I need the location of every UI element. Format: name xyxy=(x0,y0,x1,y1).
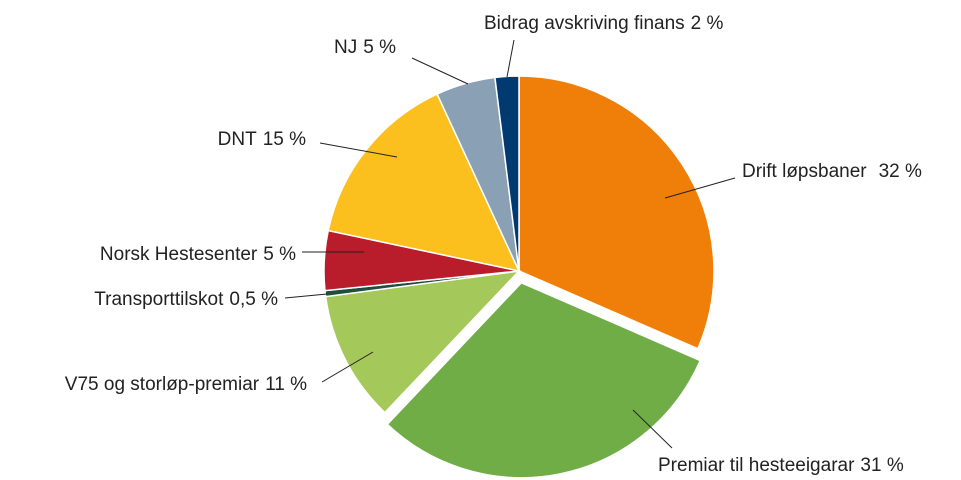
value-label: 11 % xyxy=(265,374,307,395)
category-label: NJ xyxy=(334,37,357,58)
category-label: DNT xyxy=(218,129,257,150)
pie-slice xyxy=(324,269,522,414)
leader-line xyxy=(321,351,374,383)
value-label: 2 % xyxy=(691,13,724,34)
pie-slice xyxy=(518,75,715,350)
slice-label: NJ 5 % xyxy=(334,37,396,58)
leader-line xyxy=(664,177,736,199)
slice-label: DNT 15 % xyxy=(218,129,306,150)
slice-label: V75 og storløp-premiar 11 % xyxy=(65,374,307,395)
leader-line xyxy=(411,57,469,85)
category-label: V75 og storløp-premiar xyxy=(65,374,260,395)
slice-label: Transporttilskot 0,5 % xyxy=(94,289,278,310)
value-label: 0,5 % xyxy=(229,289,278,310)
slice-label: Bidrag avskriving finans 2 % xyxy=(484,13,724,34)
value-label: 5 % xyxy=(363,37,396,58)
pie-slice xyxy=(327,93,521,273)
slice-label: Norsk Hestesenter 5 % xyxy=(100,244,296,265)
leader-line xyxy=(632,409,673,449)
leader-line xyxy=(506,39,515,78)
pie-slice xyxy=(386,281,702,479)
category-label: Premiar til hesteeigarar xyxy=(658,455,855,476)
slice-label: Premiar til hesteeigarar 31 % xyxy=(658,455,904,476)
value-label: 5 % xyxy=(263,244,296,265)
category-label: Transporttilskot xyxy=(94,289,224,310)
value-label: 31 % xyxy=(860,455,903,476)
slice-label: Drift løpsbaner 32 % xyxy=(742,161,922,182)
leader-line xyxy=(284,293,328,299)
category-label: Drift løpsbaner xyxy=(742,161,867,182)
category-label: Norsk Hestesenter xyxy=(100,244,258,265)
category-label: Bidrag avskriving finans xyxy=(484,13,685,34)
value-label: 32 % xyxy=(879,161,922,182)
value-label: 15 % xyxy=(263,129,306,150)
leader-line xyxy=(319,142,398,158)
